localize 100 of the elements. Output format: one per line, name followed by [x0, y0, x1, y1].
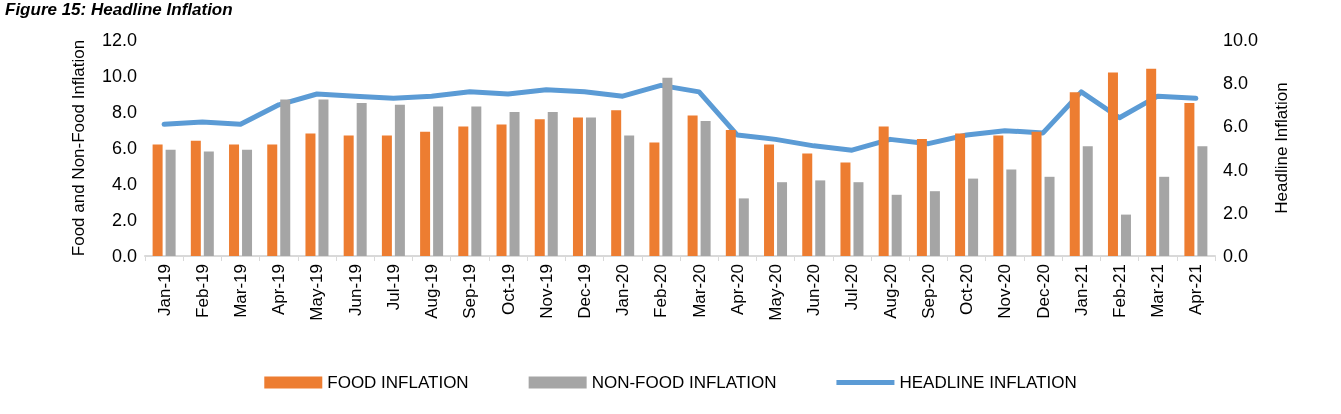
x-tick-label: May-20: [766, 264, 786, 321]
x-tick-label: Apr-21: [1186, 264, 1206, 316]
bar: [1146, 68, 1157, 256]
bar: [700, 121, 711, 256]
bar: [649, 142, 660, 256]
bar: [1197, 146, 1208, 256]
x-tick-label: Feb-21: [1109, 264, 1129, 318]
x-tick-label: Feb-19: [192, 264, 212, 318]
y-tick-label: 12.0: [101, 30, 137, 50]
x-tick-label: Aug-20: [880, 264, 900, 319]
y-tick-label: 8.0: [111, 102, 137, 122]
y-tick-label: 10.0: [101, 66, 137, 86]
y2-tick-label: 2.0: [1223, 202, 1249, 223]
bar: [891, 194, 902, 256]
x-tick-label: Jan-21: [1071, 264, 1091, 316]
y2-axis-title: Headline Inflation: [1272, 82, 1291, 214]
bar: [929, 191, 940, 256]
bar: [1184, 103, 1195, 256]
bar: [534, 119, 545, 256]
bar: [815, 180, 826, 256]
y-tick-label: 6.0: [111, 138, 137, 158]
bar: [1107, 72, 1118, 256]
bar: [1006, 169, 1017, 256]
x-tick-label: Mar-20: [689, 264, 709, 318]
x-tick-label: Jun-19: [345, 264, 365, 316]
bar: [433, 106, 444, 256]
bar: [802, 153, 813, 256]
x-tick-label: Jan-20: [613, 264, 633, 316]
bar: [165, 149, 176, 256]
bar: [1159, 176, 1170, 256]
bar: [662, 77, 673, 256]
bar: [687, 115, 698, 256]
bar: [764, 144, 775, 256]
bar: [916, 139, 927, 256]
bar: [878, 126, 889, 256]
bar: [853, 182, 864, 256]
bar: [1120, 214, 1131, 256]
x-tick-label: Jul-19: [383, 264, 403, 311]
x-tick-label: Nov-19: [536, 264, 556, 319]
bar: [420, 131, 431, 256]
x-tick-label: Jan-19: [154, 264, 174, 316]
legend-label: HEADLINE INFLATION: [899, 373, 1077, 392]
bar: [458, 126, 469, 256]
x-tick-label: Oct-19: [498, 264, 518, 316]
bar: [968, 178, 979, 256]
bar: [190, 140, 201, 256]
bar: [267, 144, 278, 256]
bar: [585, 117, 596, 256]
bar: [955, 133, 966, 256]
bar: [725, 130, 736, 256]
bar: [1044, 176, 1055, 256]
bar: [547, 112, 558, 256]
y2-tick-label: 0.0: [1223, 246, 1249, 266]
y-axis-title: Food and Non-Food Inflation: [69, 39, 88, 257]
x-tick-label: Mar-19: [231, 264, 251, 318]
x-tick-label: May-19: [307, 264, 327, 321]
y2-tick-label: 6.0: [1223, 116, 1249, 137]
x-tick-label: Dec-19: [574, 264, 594, 319]
bar: [993, 135, 1004, 256]
bar: [572, 117, 583, 256]
bar: [203, 151, 214, 256]
bar: [1069, 92, 1080, 256]
bar: [738, 198, 749, 256]
y-tick-label: 4.0: [111, 174, 137, 194]
bar: [280, 99, 291, 256]
bar: [496, 124, 507, 256]
bar: [343, 135, 354, 256]
x-tick-label: Jul-20: [842, 264, 862, 311]
x-tick-label: Sep-20: [918, 264, 938, 319]
bar: [624, 135, 635, 256]
legend-label: FOOD INFLATION: [327, 373, 469, 392]
bar: [471, 106, 482, 256]
bar: [611, 110, 622, 256]
x-tick-label: Jun-20: [804, 264, 824, 316]
x-tick-label: Apr-19: [269, 264, 289, 316]
bar: [840, 162, 851, 256]
legend-label: NON-FOOD INFLATION: [591, 373, 777, 392]
chart-title: Figure 15: Headline Inflation: [5, 0, 233, 19]
x-tick-label: Oct-20: [957, 264, 977, 316]
x-tick-label: Mar-21: [1148, 264, 1168, 318]
bar: [229, 144, 240, 256]
bar: [152, 144, 163, 256]
bar: [777, 182, 788, 256]
bar: [394, 104, 405, 256]
bar: [356, 103, 367, 256]
y2-tick-label: 4.0: [1223, 159, 1249, 180]
bar: [1031, 131, 1042, 256]
bar: [1082, 146, 1093, 256]
x-tick-label: Sep-19: [460, 264, 480, 319]
bar: [509, 112, 520, 256]
bar: [381, 135, 392, 256]
x-tick-label: Apr-20: [727, 264, 747, 316]
bar: [305, 133, 316, 256]
x-tick-label: Feb-20: [651, 264, 671, 318]
bar: [318, 99, 329, 256]
y-tick-label: 2.0: [111, 210, 137, 230]
x-tick-label: Aug-19: [422, 264, 442, 319]
bar: [242, 149, 253, 256]
y-tick-label: 0.0: [111, 246, 137, 266]
y2-tick-label: 8.0: [1223, 73, 1249, 94]
